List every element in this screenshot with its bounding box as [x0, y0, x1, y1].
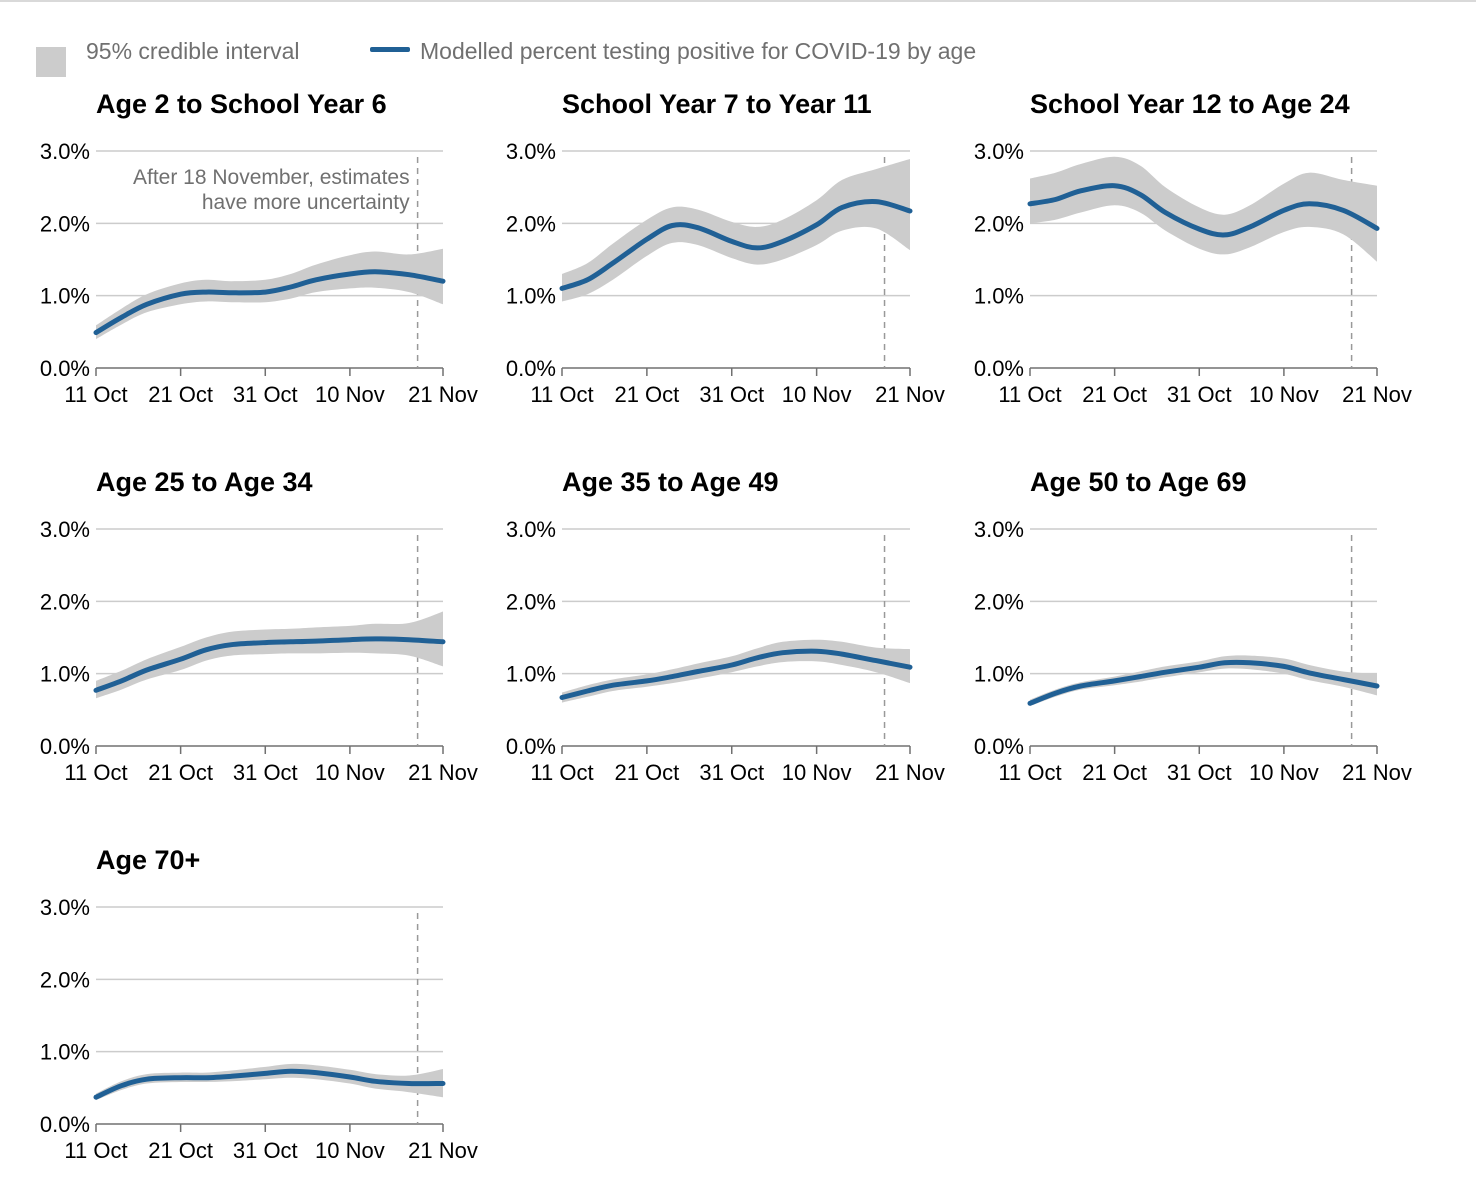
panel-title: Age 35 to Age 49 [562, 467, 779, 497]
x-tick-label: 21 Oct [614, 760, 679, 785]
y-tick-label: 3.0% [40, 139, 90, 164]
y-tick-label: 3.0% [506, 139, 556, 164]
top-divider [0, 0, 1476, 2]
x-tick-label: 11 Oct [64, 760, 127, 785]
series-line [93, 1068, 446, 1100]
x-tick-label: 10 Nov [1249, 760, 1319, 785]
x-tick-label: 11 Oct [998, 382, 1061, 407]
x-tick-label: 10 Nov [315, 1138, 385, 1163]
series-line [93, 269, 446, 336]
x-tick-label: 21 Nov [875, 382, 945, 407]
panel-title: Age 70+ [96, 845, 200, 875]
panel-3: School Year 12 to Age 24 0.0% 1.0% 2.0% 3.0%… [974, 89, 1412, 407]
panel-title: Age 2 to School Year 6 [96, 89, 387, 119]
credible-interval-band [562, 639, 910, 703]
y-tick-label: 2.0% [40, 211, 90, 236]
y-tick-label: 3.0% [40, 517, 90, 542]
x-tick-label: 10 Nov [1249, 382, 1319, 407]
panel-title: Age 50 to Age 69 [1030, 467, 1247, 497]
panel-6: Age 50 to Age 69 0.0% 1.0% 2.0% 3.0% 11 Oct 21… [974, 467, 1412, 785]
y-tick-label: 0.0% [40, 356, 90, 381]
x-tick-label: 10 Nov [782, 760, 852, 785]
x-tick-label: 21 Nov [1342, 760, 1412, 785]
y-tick-label: 0.0% [40, 1112, 90, 1137]
credible-interval-band [96, 611, 443, 699]
y-tick-label: 1.0% [40, 284, 90, 309]
x-tick-label: 31 Oct [233, 382, 298, 407]
legend-label-interval: 95% credible interval [86, 38, 300, 64]
credible-interval-band [96, 1063, 443, 1101]
y-tick-label: 0.0% [506, 356, 556, 381]
x-tick-label: 21 Oct [1082, 760, 1147, 785]
y-tick-label: 2.0% [506, 211, 556, 236]
x-tick-label: 11 Oct [530, 382, 593, 407]
y-tick-label: 1.0% [506, 662, 556, 687]
x-tick-label: 10 Nov [315, 760, 385, 785]
x-tick-label: 31 Oct [699, 760, 764, 785]
y-tick-label: 1.0% [974, 662, 1024, 687]
legend-label-line: Modelled percent testing positive for CO… [420, 38, 977, 64]
y-tick-label: 0.0% [40, 734, 90, 759]
series-line [559, 199, 913, 291]
y-tick-label: 0.0% [974, 356, 1024, 381]
x-tick-label: 21 Nov [408, 1138, 478, 1163]
annotation-line-1: After 18 November, estimates [133, 166, 410, 189]
y-tick-label: 2.0% [40, 967, 90, 992]
y-tick-label: 2.0% [974, 589, 1024, 614]
x-tick-label: 10 Nov [315, 382, 385, 407]
panel-7: Age 70+ 0.0% 1.0% 2.0% 3.0% 11 Oct 21 Oct 31 Oc… [40, 845, 478, 1163]
x-tick-label: 21 Oct [1082, 382, 1147, 407]
y-tick-label: 2.0% [974, 211, 1024, 236]
x-tick-label: 11 Oct [530, 760, 593, 785]
y-tick-label: 1.0% [974, 284, 1024, 309]
panel-4: Age 25 to Age 34 0.0% 1.0% 2.0% 3.0% 11 Oct 21… [40, 467, 478, 785]
y-tick-label: 1.0% [40, 1040, 90, 1065]
x-tick-label: 21 Oct [148, 1138, 213, 1163]
x-tick-label: 31 Oct [699, 382, 764, 407]
y-tick-label: 3.0% [506, 517, 556, 542]
y-tick-label: 3.0% [40, 895, 90, 920]
x-tick-label: 21 Oct [614, 382, 679, 407]
y-tick-label: 2.0% [506, 589, 556, 614]
x-tick-label: 21 Nov [408, 760, 478, 785]
y-tick-label: 3.0% [974, 139, 1024, 164]
panel-title: School Year 7 to Year 11 [562, 89, 872, 119]
x-tick-label: 11 Oct [64, 1138, 127, 1163]
x-tick-label: 31 Oct [233, 1138, 298, 1163]
x-tick-label: 21 Nov [408, 382, 478, 407]
y-tick-label: 0.0% [974, 734, 1024, 759]
panel-5: Age 35 to Age 49 0.0% 1.0% 2.0% 3.0% 11 Oct 21… [506, 467, 945, 785]
annotation-line-2: have more uncertainty [202, 191, 410, 214]
x-tick-label: 31 Oct [233, 760, 298, 785]
y-tick-label: 1.0% [40, 662, 90, 687]
panel-title: Age 25 to Age 34 [96, 467, 313, 497]
y-tick-label: 0.0% [506, 734, 556, 759]
credible-interval-band [562, 159, 910, 302]
x-tick-label: 21 Nov [875, 760, 945, 785]
x-tick-label: 31 Oct [1167, 382, 1232, 407]
panel-1: Age 2 to School Year 6 0.0% 1.0% 2.0% 3.0% 11… [40, 89, 478, 407]
x-tick-label: 11 Oct [64, 382, 127, 407]
credible-interval-band [1030, 655, 1377, 707]
y-tick-label: 2.0% [40, 589, 90, 614]
x-tick-label: 21 Nov [1342, 382, 1412, 407]
line-swatch [370, 47, 410, 52]
series-line [559, 648, 913, 700]
x-tick-label: 11 Oct [998, 760, 1061, 785]
series-line [1027, 183, 1380, 238]
panel-2: School Year 7 to Year 11 0.0% 1.0% 2.0% 3.0%… [506, 89, 945, 407]
x-tick-label: 21 Oct [148, 382, 213, 407]
interval-swatch [36, 47, 66, 77]
y-tick-label: 3.0% [974, 517, 1024, 542]
y-tick-label: 1.0% [506, 284, 556, 309]
x-tick-label: 21 Oct [148, 760, 213, 785]
credible-interval-band [1030, 156, 1377, 262]
x-tick-label: 10 Nov [782, 382, 852, 407]
x-tick-label: 31 Oct [1167, 760, 1232, 785]
series-line [1027, 659, 1380, 706]
panel-title: School Year 12 to Age 24 [1030, 89, 1350, 119]
series-line [93, 636, 446, 693]
